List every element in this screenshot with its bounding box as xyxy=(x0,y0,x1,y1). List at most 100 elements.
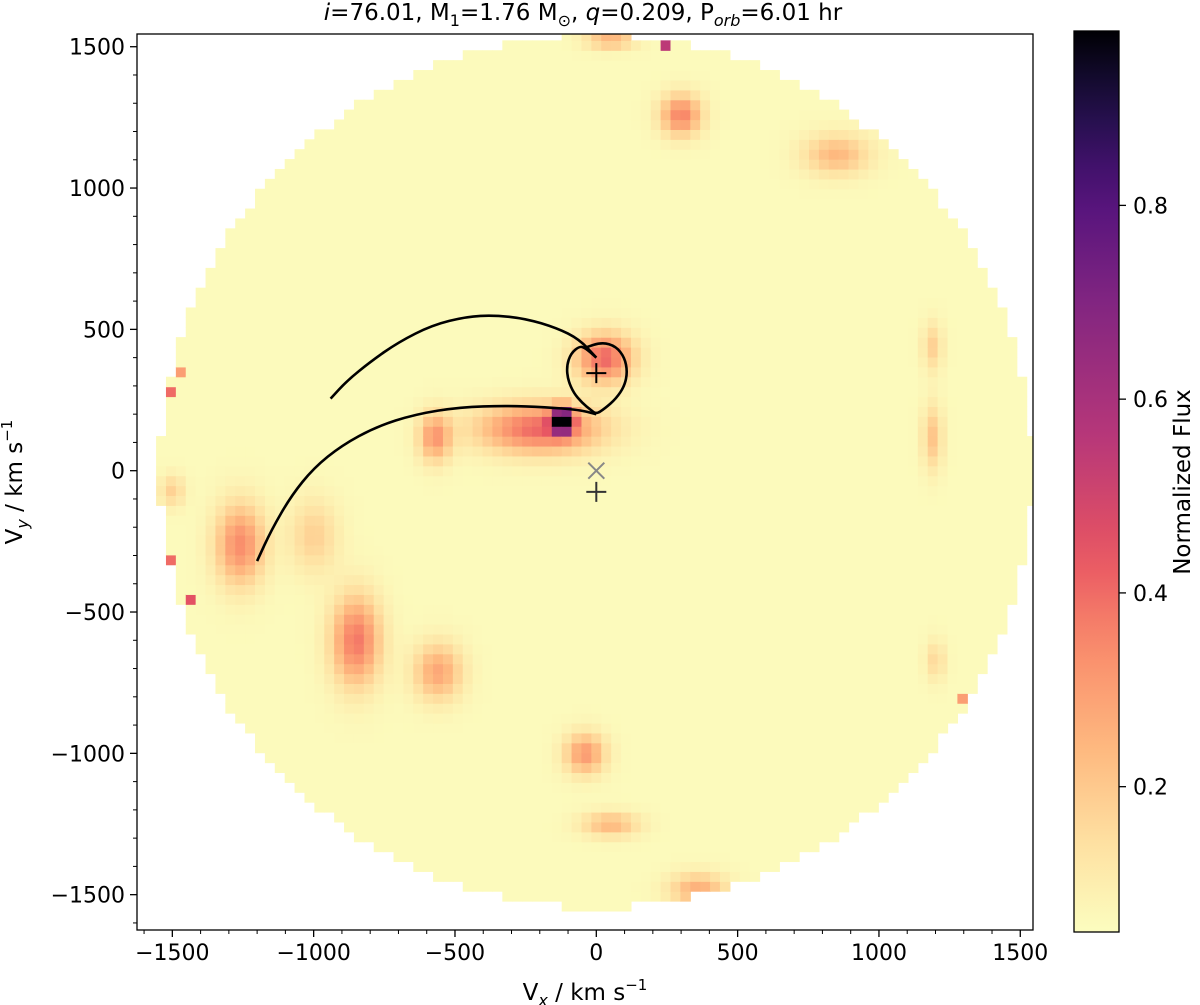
heatmap-pixel xyxy=(779,366,790,378)
heatmap-pixel xyxy=(462,782,474,793)
heatmap-pixel xyxy=(403,416,414,427)
heatmap-pixel xyxy=(165,465,177,477)
heatmap-pixel xyxy=(779,337,790,348)
heatmap-pixel xyxy=(512,515,523,526)
heatmap-pixel xyxy=(789,258,800,269)
heatmap-pixel xyxy=(462,416,474,427)
heatmap-pixel xyxy=(393,139,404,150)
heatmap-pixel xyxy=(225,614,236,625)
heatmap-pixel xyxy=(353,287,365,299)
heatmap-pixel xyxy=(363,267,375,279)
heatmap-pixel xyxy=(630,811,642,823)
heatmap-pixel xyxy=(729,594,741,605)
heatmap-pixel xyxy=(353,406,365,417)
heatmap-pixel xyxy=(561,525,573,536)
heatmap-pixel xyxy=(353,455,365,467)
heatmap-pixel xyxy=(799,703,810,714)
heatmap-pixel xyxy=(433,356,444,368)
heatmap-pixel xyxy=(581,643,592,655)
heatmap-pixel xyxy=(680,861,691,872)
heatmap-pixel xyxy=(779,742,790,754)
heatmap-pixel xyxy=(403,544,414,556)
heatmap-pixel xyxy=(492,505,503,516)
heatmap-pixel xyxy=(789,248,800,259)
heatmap-pixel xyxy=(522,60,533,71)
heatmap-pixel xyxy=(680,149,691,160)
heatmap-pixel xyxy=(512,891,523,902)
heatmap-pixel xyxy=(383,732,395,744)
heatmap-pixel xyxy=(353,277,365,289)
heatmap-pixel xyxy=(650,455,662,467)
heatmap-pixel xyxy=(502,584,513,595)
heatmap-pixel xyxy=(413,841,424,853)
heatmap-pixel xyxy=(690,673,701,684)
heatmap-pixel xyxy=(789,515,800,526)
heatmap-pixel xyxy=(512,703,523,714)
heatmap-pixel xyxy=(522,495,533,506)
heatmap-pixel xyxy=(621,871,632,882)
heatmap-pixel xyxy=(284,722,296,734)
heatmap-pixel xyxy=(611,218,622,229)
heatmap-pixel xyxy=(472,139,484,150)
heatmap-pixel xyxy=(502,782,513,793)
heatmap-pixel xyxy=(710,713,721,724)
heatmap-pixel xyxy=(452,386,464,398)
heatmap-pixel xyxy=(452,445,464,457)
heatmap-pixel xyxy=(630,643,642,655)
heatmap-pixel xyxy=(680,544,691,556)
heatmap-pixel xyxy=(165,376,177,388)
heatmap-pixel xyxy=(759,287,771,299)
heatmap-pixel xyxy=(719,366,731,378)
heatmap-pixel xyxy=(403,604,414,615)
heatmap-pixel xyxy=(729,624,741,635)
heatmap-pixel xyxy=(225,653,236,665)
heatmap-pixel xyxy=(690,238,701,249)
heatmap-pixel xyxy=(700,713,711,724)
heatmap-pixel xyxy=(561,792,573,803)
heatmap-pixel xyxy=(492,554,503,566)
heatmap-pixel xyxy=(729,614,741,625)
heatmap-pixel xyxy=(522,624,533,635)
heatmap-pixel xyxy=(729,475,741,487)
heatmap-pixel xyxy=(719,356,731,368)
heatmap-pixel xyxy=(611,149,622,160)
heatmap-pixel xyxy=(175,396,187,407)
heatmap-pixel xyxy=(759,673,771,684)
heatmap-pixel xyxy=(393,416,404,427)
heatmap-pixel xyxy=(621,297,632,309)
heatmap-pixel xyxy=(779,386,790,398)
heatmap-pixel xyxy=(591,198,602,210)
heatmap-pixel xyxy=(799,465,810,477)
heatmap-pixel xyxy=(571,713,583,724)
heatmap-pixel xyxy=(383,495,395,506)
heatmap-pixel xyxy=(373,614,385,625)
heatmap-pixel xyxy=(492,178,503,190)
heatmap-pixel xyxy=(423,168,434,180)
heatmap-pixel xyxy=(789,109,800,121)
heatmap-pixel xyxy=(680,267,691,279)
heatmap-pixel xyxy=(255,238,266,249)
heatmap-pixel xyxy=(264,366,276,378)
heatmap-pixel xyxy=(344,416,355,427)
heatmap-pixel xyxy=(314,277,325,289)
heatmap-pixel xyxy=(452,604,464,615)
heatmap-pixel xyxy=(749,792,761,803)
heatmap-pixel xyxy=(195,574,207,586)
heatmap-pixel xyxy=(284,337,296,348)
heatmap-pixel xyxy=(769,505,780,516)
heatmap-pixel xyxy=(363,475,375,487)
heatmap-pixel xyxy=(749,258,761,269)
heatmap-pixel xyxy=(393,505,404,516)
heatmap-pixel xyxy=(403,525,414,536)
heatmap-pixel xyxy=(621,525,632,536)
heatmap-pixel xyxy=(324,198,335,210)
heatmap-pixel xyxy=(403,624,414,635)
heatmap-pixel xyxy=(334,198,345,210)
heatmap-pixel xyxy=(245,416,256,427)
heatmap-pixel xyxy=(363,445,375,457)
heatmap-pixel xyxy=(541,149,553,160)
heatmap-pixel xyxy=(294,722,306,734)
heatmap-pixel xyxy=(423,782,434,793)
heatmap-pixel xyxy=(492,139,503,150)
heatmap-pixel xyxy=(581,416,592,427)
